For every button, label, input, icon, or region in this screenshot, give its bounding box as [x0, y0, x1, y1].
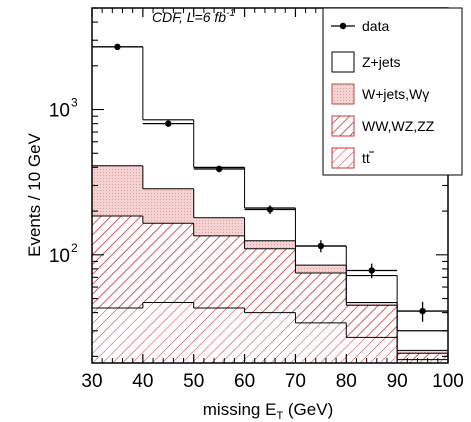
- y-tick-label-0: 10: [49, 246, 70, 267]
- y-tick-label-exp-1: 3: [71, 96, 78, 110]
- bar-tt--0: [92, 308, 143, 363]
- stack-layer: [92, 46, 448, 363]
- data-point-6: [419, 307, 426, 315]
- data-point-4: [317, 242, 325, 250]
- legend-entry-ttbar: tt: [331, 147, 374, 169]
- x-tick-label-7: 100: [432, 371, 464, 392]
- legend-data-marker: [339, 22, 347, 30]
- x-tick-label-0: 30: [81, 371, 102, 392]
- bar-tt--4: [295, 322, 347, 363]
- legend-entry-wjets: W+jets,Wγ: [331, 83, 429, 105]
- legend-swatch-ttbar: [331, 147, 355, 169]
- legend-swatch-zjets: [331, 51, 355, 73]
- x-tick-label-3: 60: [234, 371, 255, 392]
- data-layer: [92, 43, 448, 322]
- bar-tt--5: [346, 337, 398, 363]
- legend-label-wjets: W+jets,Wγ: [362, 86, 429, 102]
- x-tick-label-2: 50: [183, 371, 204, 392]
- legend: data Z+jets W+jets,Wγ WW,WZ,ZZ tt: [322, 7, 463, 176]
- x-tick-label-6: 90: [387, 371, 408, 392]
- bar-ww-wz-zz-6: [397, 353, 448, 363]
- data-point-3: [266, 206, 274, 213]
- legend-entry-data: data: [331, 18, 389, 34]
- data-point-0: [114, 43, 121, 51]
- legend-label-zjets: Z+jets: [362, 54, 401, 70]
- x-tick-label-5: 80: [336, 371, 357, 392]
- data-point-5: [368, 267, 375, 274]
- plot-area: [92, 43, 448, 363]
- data-point-2: [215, 165, 223, 173]
- x-tick-label-4: 70: [285, 371, 306, 392]
- x-tick-label-1: 40: [132, 371, 153, 392]
- legend-label-ttbar: tt: [362, 150, 370, 166]
- legend-label-diboson: WW,WZ,ZZ: [362, 118, 435, 134]
- legend-entry-diboson: WW,WZ,ZZ: [331, 115, 435, 137]
- legend-label-data: data: [362, 18, 389, 34]
- annotation: CDF, L=6 fb-1: [152, 8, 235, 25]
- bar-tt--3: [244, 312, 296, 363]
- y-axis-title: Events / 10 GeV: [25, 132, 44, 256]
- bar-tt--2: [193, 308, 245, 363]
- y-tick-label-1: 10: [49, 101, 70, 122]
- y-tick-label-exp-0: 2: [71, 241, 78, 255]
- legend-entry-zjets: Z+jets: [331, 51, 401, 73]
- data-point-1: [165, 120, 172, 127]
- legend-swatch-diboson: [331, 115, 355, 137]
- bar-tt--1: [142, 302, 194, 363]
- bar-tt--6: [397, 359, 448, 363]
- legend-swatch-wjets: [331, 83, 355, 105]
- x-axis-title: missing ET (GeV): [203, 400, 333, 422]
